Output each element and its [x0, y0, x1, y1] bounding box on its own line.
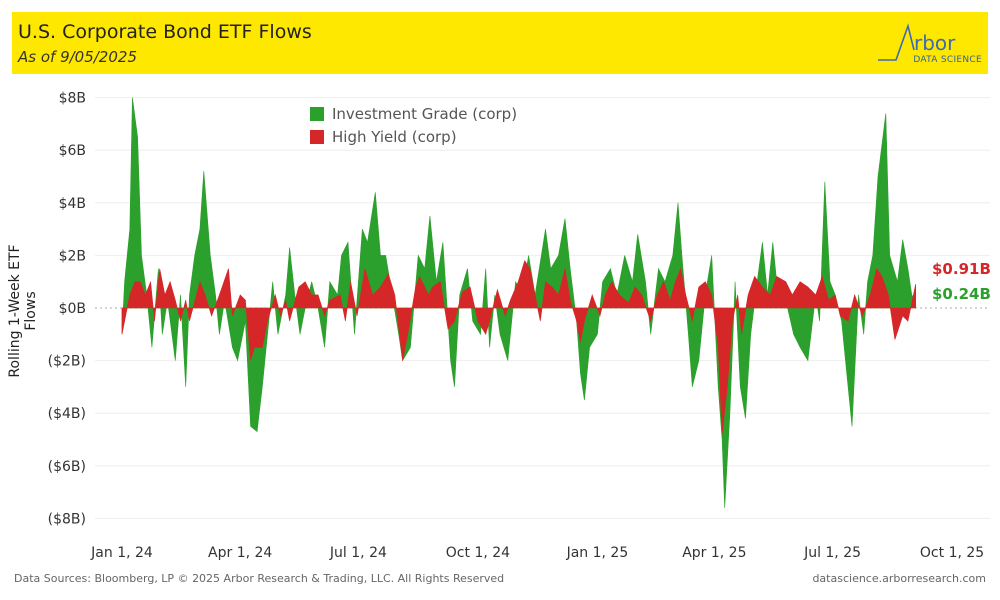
legend: Investment Grade (corp) High Yield (corp… — [310, 102, 517, 148]
website-link[interactable]: datascience.arborresearch.com — [812, 572, 986, 585]
header-banner: U.S. Corporate Bond ETF Flows As of 9/05… — [12, 12, 988, 74]
hy-area-series — [121, 260, 916, 435]
legend-label-ig: Investment Grade (corp) — [332, 104, 518, 123]
y-tick-label: $2B — [59, 248, 86, 264]
legend-item-ig[interactable]: Investment Grade (corp) — [310, 102, 517, 125]
y-tick-label: $8B — [59, 91, 86, 107]
arbor-logo-icon: rbor — [878, 23, 956, 61]
x-tick-label: Oct 1, 25 — [920, 545, 984, 561]
y-tick-label: $4B — [59, 196, 86, 212]
y-tick-label: ($4B) — [48, 406, 86, 422]
logo-subtitle: DATA SCIENCE — [913, 55, 982, 65]
x-tick-label: Apr 1, 24 — [208, 545, 272, 561]
x-tick-label: Jan 1, 24 — [90, 545, 153, 561]
legend-swatch-ig — [310, 106, 324, 121]
x-tick-label: Jul 1, 25 — [803, 545, 861, 561]
y-tick-label: $6B — [59, 143, 86, 159]
legend-item-hy[interactable]: High Yield (corp) — [310, 125, 517, 148]
y-axis-label: Rolling 1-Week ETF Flows — [7, 244, 39, 378]
x-tick-label: Apr 1, 25 — [682, 545, 746, 561]
x-tick-label: Jul 1, 24 — [329, 545, 387, 561]
x-tick-label: Oct 1, 24 — [446, 545, 510, 561]
chart-subtitle: As of 9/05/2025 — [18, 48, 137, 66]
x-tick-label: Jan 1, 25 — [566, 545, 629, 561]
legend-swatch-hy — [310, 129, 324, 144]
hy-end-label: $0.91B — [932, 260, 991, 278]
data-sources: Data Sources: Bloomberg, LP © 2025 Arbor… — [14, 572, 505, 585]
ig-end-label: $0.24B — [932, 285, 991, 303]
y-tick-label: $0B — [59, 301, 86, 317]
y-tick-label: ($8B) — [48, 511, 86, 527]
svg-text:rbor: rbor — [914, 31, 956, 55]
y-tick-label: ($6B) — [48, 459, 86, 475]
chart-title: U.S. Corporate Bond ETF Flows — [18, 21, 312, 43]
legend-label-hy: High Yield (corp) — [332, 127, 457, 146]
y-tick-label: ($2B) — [48, 354, 86, 370]
